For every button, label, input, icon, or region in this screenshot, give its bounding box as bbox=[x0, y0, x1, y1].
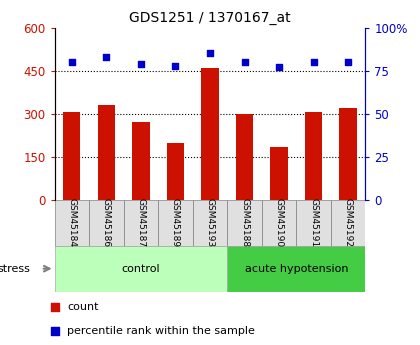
Text: GSM45184: GSM45184 bbox=[67, 198, 76, 247]
Point bbox=[51, 304, 58, 309]
Text: GSM45192: GSM45192 bbox=[344, 198, 353, 247]
Bar bbox=[55, 246, 227, 292]
Bar bbox=[123, 200, 158, 246]
Text: count: count bbox=[67, 302, 99, 312]
Text: acute hypotension: acute hypotension bbox=[244, 264, 348, 274]
Point bbox=[51, 328, 58, 334]
Text: percentile rank within the sample: percentile rank within the sample bbox=[67, 326, 255, 336]
Point bbox=[241, 59, 248, 65]
Bar bbox=[132, 122, 150, 200]
Bar bbox=[98, 105, 115, 200]
Bar bbox=[262, 200, 297, 246]
Bar bbox=[331, 200, 365, 246]
Point bbox=[172, 63, 179, 68]
Point bbox=[345, 59, 352, 65]
Bar bbox=[305, 112, 322, 200]
Bar bbox=[89, 200, 123, 246]
Bar bbox=[63, 112, 81, 200]
Text: GSM45191: GSM45191 bbox=[309, 198, 318, 247]
Bar bbox=[297, 200, 331, 246]
Point bbox=[138, 61, 144, 67]
Text: GSM45187: GSM45187 bbox=[136, 198, 145, 247]
Point bbox=[103, 54, 110, 60]
Bar bbox=[339, 108, 357, 200]
Bar bbox=[227, 200, 262, 246]
Text: GSM45190: GSM45190 bbox=[275, 198, 284, 247]
Point bbox=[310, 59, 317, 65]
Bar bbox=[236, 114, 253, 200]
Text: control: control bbox=[122, 264, 160, 274]
Bar bbox=[158, 200, 193, 246]
Point bbox=[68, 59, 75, 65]
Bar bbox=[167, 142, 184, 200]
Point bbox=[207, 51, 213, 56]
Bar bbox=[227, 246, 365, 292]
Text: GSM45193: GSM45193 bbox=[205, 198, 215, 247]
Text: GSM45189: GSM45189 bbox=[171, 198, 180, 247]
Title: GDS1251 / 1370167_at: GDS1251 / 1370167_at bbox=[129, 11, 291, 25]
Bar bbox=[193, 200, 227, 246]
Bar bbox=[55, 200, 89, 246]
Bar bbox=[201, 68, 219, 200]
Text: GSM45188: GSM45188 bbox=[240, 198, 249, 247]
Text: GSM45186: GSM45186 bbox=[102, 198, 111, 247]
Bar bbox=[270, 147, 288, 200]
Text: stress: stress bbox=[0, 264, 30, 274]
Point bbox=[276, 65, 282, 70]
